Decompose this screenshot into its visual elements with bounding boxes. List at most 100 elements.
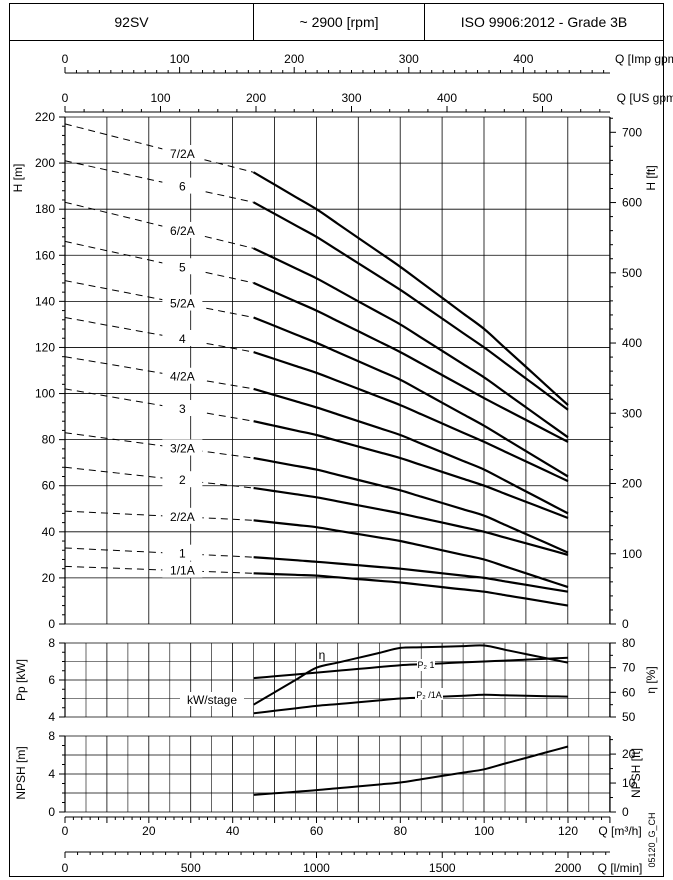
h-curve — [253, 387, 569, 515]
npsh-m-axis-label: NPSH [m] — [14, 746, 28, 799]
h-m-tick-label: 0 — [48, 617, 55, 631]
h-curve-dashed — [64, 201, 254, 249]
h-ft-tick-label: 300 — [622, 406, 642, 420]
h-m-tick-label: 160 — [35, 248, 55, 262]
stage-label: 5/2A — [170, 297, 195, 311]
h-curve-dashed — [64, 280, 254, 318]
p-kw-tick-label: 4 — [48, 710, 55, 724]
h-curve — [253, 171, 569, 406]
npsh-m-tick-label: 8 — [48, 729, 55, 743]
stage-label-bg — [162, 177, 203, 194]
npsh-ft-tick-label: 10 — [622, 776, 636, 790]
eta-tick-label: 60 — [622, 685, 636, 699]
h-m-tick-label: 200 — [35, 156, 55, 170]
stage-label-bg — [162, 561, 203, 578]
q-m3h-tick-label: 80 — [394, 824, 408, 838]
q-imp-axis-tick-label: 200 — [284, 52, 304, 66]
h-curve — [253, 247, 569, 439]
model-cell: 92SV — [10, 4, 254, 40]
stage-label: 5 — [179, 260, 186, 274]
h-m-tick-label: 20 — [42, 571, 56, 585]
h-ft-tick-label: 0 — [622, 617, 629, 631]
h-curve — [253, 316, 569, 478]
h-ft-tick-label: 700 — [622, 125, 642, 139]
p2-label-bg — [417, 659, 435, 671]
kw-stage-label: kW/stage — [187, 693, 237, 707]
series-lines — [64, 123, 569, 796]
h-curve — [253, 281, 569, 443]
h-curve-dashed — [64, 160, 254, 203]
stage-label: 2/2A — [170, 510, 195, 524]
h-curve — [253, 519, 569, 589]
stage-label-bg — [162, 471, 203, 488]
q-lmin-tick-label: 2000 — [555, 861, 582, 875]
stage-label: 6/2A — [170, 224, 195, 238]
q-m3h-tick-label: 120 — [558, 824, 578, 838]
h-m-axis-label: H [m] — [11, 164, 25, 193]
h-m-tick-label: 140 — [35, 294, 55, 308]
power-curve — [253, 693, 569, 715]
h-m-tick-label: 120 — [35, 340, 55, 354]
q-imp-axis-tick-label: 100 — [170, 52, 190, 66]
h-curve-dashed — [64, 356, 254, 390]
h-m-tick-label: 180 — [35, 202, 55, 216]
npsh-ft-axis-label: NPSH [ft] — [629, 748, 643, 798]
stage-label: 4/2A — [170, 370, 195, 384]
stage-label: 2 — [179, 473, 186, 487]
stage-label-bg — [162, 400, 203, 417]
h-curve-dashed — [64, 123, 254, 173]
h-m-tick-label: 100 — [35, 387, 55, 401]
h-curve-dashed — [64, 317, 254, 353]
speed-text: ~ 2900 [rpm] — [299, 14, 379, 30]
q-imp-axis-tick-label: 400 — [513, 52, 533, 66]
stage-label-bg — [162, 544, 203, 561]
p2-1a-label-bg — [415, 688, 443, 700]
stage-label: 3/2A — [170, 441, 195, 455]
npsh-ft-tick-label: 0 — [622, 805, 629, 819]
h-curve-dashed — [64, 240, 254, 284]
h-curve — [253, 457, 569, 554]
p-kw-tick-label: 6 — [48, 673, 55, 687]
p2-1-curve-label: P₂ 1 — [417, 660, 434, 670]
q-us-axis-tick-label: 100 — [150, 91, 170, 105]
power-curve — [253, 656, 569, 680]
side-code: 05120_G_CH — [647, 812, 657, 867]
q-imp-axis-label: Q [Imp gpm] — [615, 52, 673, 66]
q-imp-axis-tick-label: 0 — [62, 52, 69, 66]
q-us-axis-tick-label: 200 — [246, 91, 266, 105]
h-m-tick-label: 40 — [42, 525, 56, 539]
h-m-tick-label: 220 — [35, 110, 55, 124]
model-text: 92SV — [114, 14, 149, 30]
h-curve-dashed — [64, 432, 254, 459]
h-curve — [253, 486, 569, 556]
stage-label: 1 — [179, 547, 186, 561]
stage-label: 4 — [179, 332, 186, 346]
stage-label-bg — [162, 145, 203, 162]
q-m3h-tick-label: 0 — [62, 824, 69, 838]
q-m3h-axis-label: Q [m³/h] — [598, 824, 641, 838]
q-lmin-tick-label: 1500 — [429, 861, 456, 875]
h-m-tick-label: 60 — [42, 479, 56, 493]
standard-cell: ISO 9906:2012 - Grade 3B — [425, 4, 663, 40]
q-lmin-tick-label: 1000 — [303, 861, 330, 875]
stage-label: 3 — [179, 402, 186, 416]
p-kw-tick-label: 8 — [48, 636, 55, 650]
speed-cell: ~ 2900 [rpm] — [254, 4, 425, 40]
stage-label-bg — [162, 221, 203, 238]
q-m3h-tick-label: 20 — [142, 824, 156, 838]
p2-1a-curve-label: P₂ /1A — [416, 690, 442, 700]
h-ft-tick-label: 200 — [622, 477, 642, 491]
eta-tick-label: 80 — [622, 636, 636, 650]
h-m-tick-label: 80 — [42, 433, 56, 447]
kw-stage-label-bg — [180, 692, 244, 706]
h-curve-dashed — [64, 466, 254, 489]
h-ft-tick-label: 600 — [622, 196, 642, 210]
h-curve — [253, 201, 569, 411]
h-curve — [253, 420, 569, 520]
h-curve — [253, 572, 569, 607]
q-us-axis-tick-label: 0 — [62, 91, 69, 105]
eta-tick-label: 50 — [622, 710, 636, 724]
h-curve-dashed — [64, 547, 254, 558]
